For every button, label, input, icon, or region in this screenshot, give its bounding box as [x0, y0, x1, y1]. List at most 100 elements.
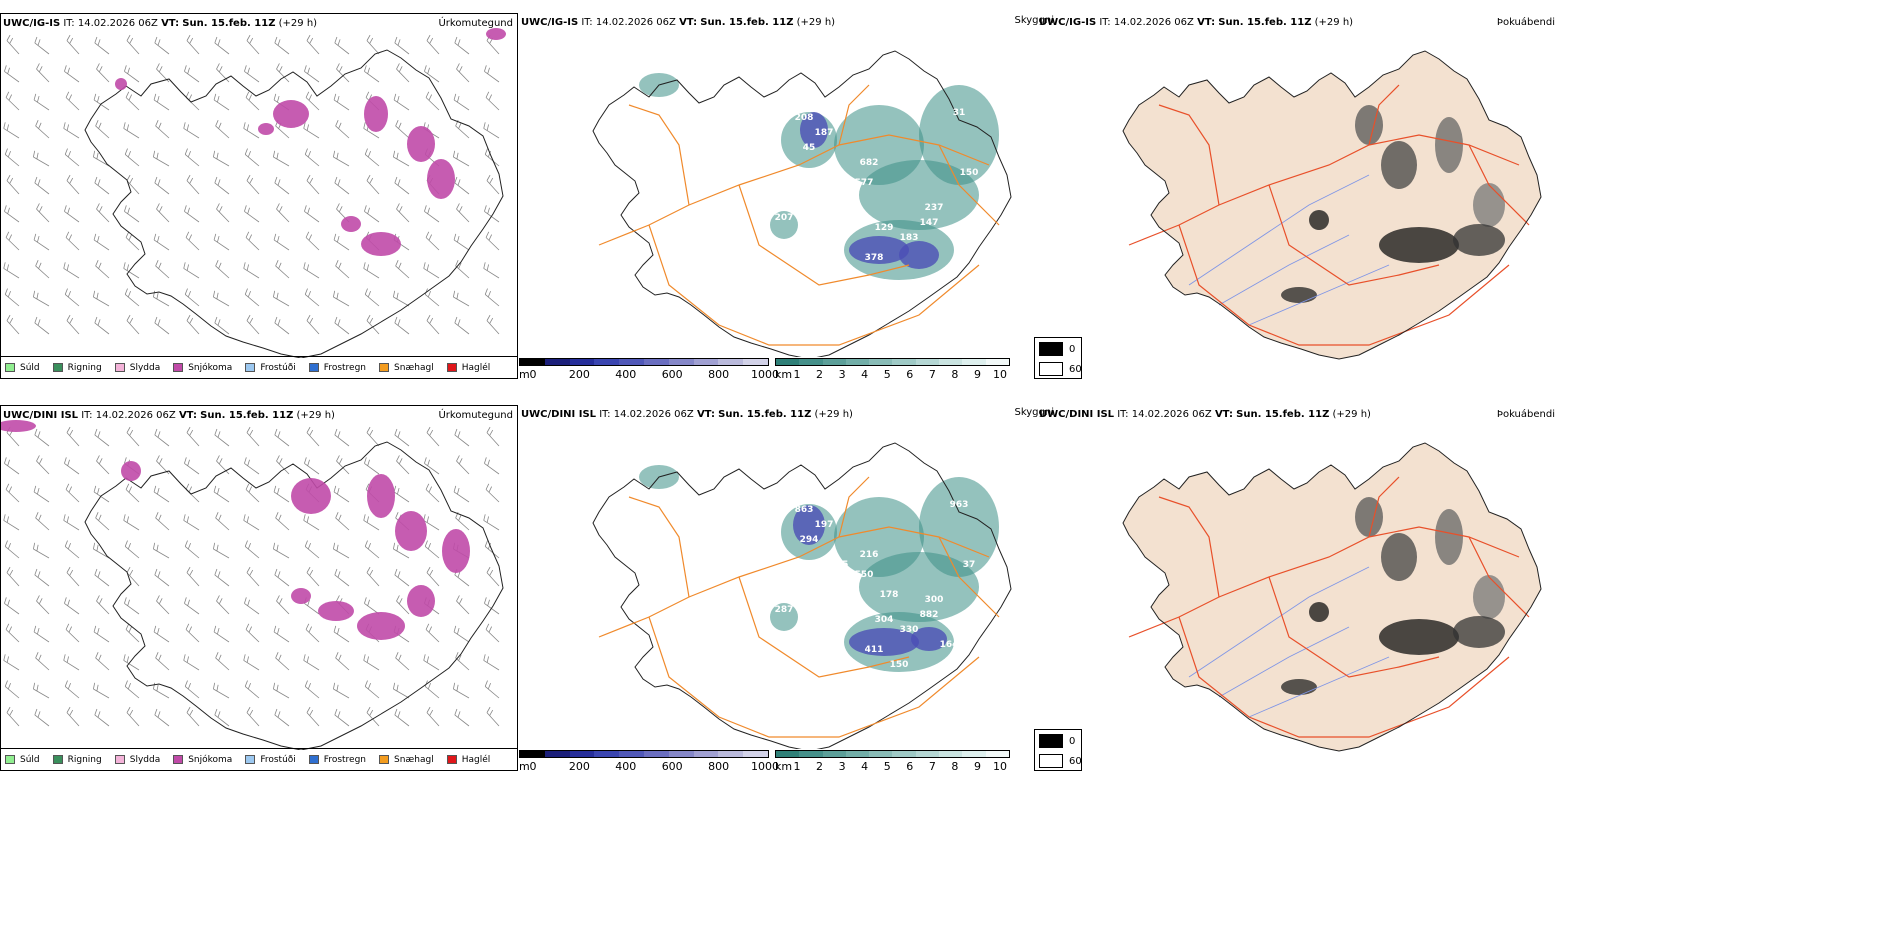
- visibility-value-label: 187: [815, 128, 834, 138]
- legend-label: Slydda: [129, 754, 161, 765]
- legend-label: Frostúði: [260, 754, 296, 765]
- snow-areas-bottom: [1, 420, 470, 640]
- colorbar-segment: [693, 359, 719, 365]
- scale-unit: m: [519, 368, 530, 381]
- legend-item: Súld: [5, 363, 40, 373]
- visibility-value-label: 147: [920, 218, 939, 228]
- visibility-value-label: 863: [795, 505, 814, 515]
- scale-tick: 10: [993, 368, 1007, 381]
- panel-category: Skyggni: [1014, 15, 1054, 26]
- colorbar-segment: [569, 359, 595, 365]
- panel-header: UWC/IG-IS IT: 14.02.2026 06Z VT: Sun. 15…: [521, 17, 836, 28]
- scale-tick: 7: [928, 760, 936, 773]
- legend-label: Haglél: [461, 754, 491, 765]
- scale-tick: 600: [661, 368, 683, 381]
- visibility-value-label: 299: [900, 78, 919, 88]
- legend-swatch: [1039, 362, 1063, 376]
- precip-type-legend: Súld Rigning Slydda Snjókoma Frostúði Frostre…: [1, 748, 517, 770]
- visibility-map-bottom: 504 197 963 863 294 935 216 550 37 287 231 304 33088…: [592, 442, 1012, 749]
- visibility-value-label: 164: [940, 640, 959, 650]
- legend-label: 60: [1069, 755, 1082, 767]
- visibility-value-label: 18: [823, 103, 836, 113]
- fog-legend-item: 60: [1039, 362, 1082, 376]
- legend-swatch: [114, 755, 125, 764]
- visibility-value-label: 129: [875, 223, 894, 233]
- fog-legend-item: 0: [1039, 342, 1075, 356]
- colorbar-segment: [668, 359, 694, 365]
- panel-category: Úrkomutegund: [438, 410, 513, 421]
- scale-tick: 1000: [751, 368, 779, 381]
- colorbar-segment: [544, 359, 570, 365]
- legend-label: Frostúði: [260, 362, 296, 373]
- legend-label: Rigning: [67, 754, 102, 765]
- scale-tick: 400: [615, 760, 637, 773]
- precip-map-bottom: [1, 420, 504, 750]
- scale-tick: 1: [793, 368, 801, 381]
- colorbar-segment: [939, 359, 963, 365]
- visibility-value-label: 207: [775, 213, 794, 223]
- legend-item: Haglél: [446, 362, 491, 373]
- scale-tick: 600: [661, 760, 683, 773]
- colorbar-segment: [594, 359, 620, 365]
- legend-swatch: [52, 363, 63, 372]
- legend-item: Snjókoma: [173, 363, 232, 373]
- visibility-panel-top: 299 187 31 208 45 18 682 577 150 207 170 129 183 147 2…: [519, 13, 1054, 381]
- legend-swatch: [1039, 342, 1063, 356]
- scale-tick: 8: [951, 760, 959, 773]
- legend-swatch: [1039, 734, 1063, 748]
- colorbar-segment: [569, 751, 595, 757]
- legend-label: Snjókoma: [188, 362, 233, 373]
- visibility-value-label: 150: [960, 168, 979, 178]
- colorbar-segment: [822, 751, 846, 757]
- panel-category: Úrkomutegund: [438, 18, 513, 29]
- scale-tick: 6: [906, 368, 914, 381]
- legend-label: Snæhagl: [394, 362, 434, 373]
- panel-header: UWC/DINI ISL IT: 14.02.2026 06Z VT: Sun.…: [3, 410, 335, 421]
- legend-item: Snæhagl: [379, 363, 434, 373]
- legend-label: 0: [1069, 735, 1076, 747]
- visibility-value-label: 330: [900, 625, 919, 635]
- colorbar-segment: [892, 751, 916, 757]
- precip-panel-bottom: UWC/DINI ISL IT: 14.02.2026 06Z VT: Sun.…: [0, 405, 518, 771]
- colorbar-segment: [743, 751, 768, 757]
- colorbar-segment: [693, 751, 719, 757]
- scale-tick: 0: [529, 760, 537, 773]
- fog-legend: 0 60: [1034, 337, 1082, 379]
- colorbar-segment: [776, 751, 800, 757]
- legend-label: Frostregn: [323, 362, 367, 373]
- scale-unit: km: [775, 760, 793, 773]
- visibility-value-label: 504: [900, 470, 919, 480]
- colorbar-segment: [594, 751, 620, 757]
- colorbar-segment: [822, 359, 846, 365]
- iceland-outline: [84, 49, 504, 358]
- legend-item: Frostúði: [245, 362, 296, 373]
- legend-item: Rigning: [52, 754, 102, 765]
- legend-swatch: [308, 363, 319, 372]
- scale-tick: 800: [708, 368, 730, 381]
- scale-tick: 8: [951, 368, 959, 381]
- scale-tick: 5: [883, 368, 891, 381]
- fog-legend-item: 0: [1039, 734, 1075, 748]
- legend-item: Súld: [5, 755, 40, 765]
- panel-header: UWC/IG-IS IT: 14.02.2026 06Z VT: Sun. 15…: [3, 18, 318, 29]
- wind-barbs-top: [3, 34, 500, 335]
- panel-header: UWC/IG-IS IT: 14.02.2026 06Z VT: Sun. 15…: [1039, 17, 1354, 28]
- colorbar-segment: [743, 359, 768, 365]
- fog-legend: 0 60: [1034, 729, 1082, 771]
- legend-swatch: [379, 363, 390, 372]
- panel-category: Skyggni: [1014, 407, 1054, 418]
- panel-category: Þokuábendi: [1496, 17, 1555, 28]
- legend-item: Slydda: [114, 754, 161, 765]
- legend-swatch: [245, 755, 256, 764]
- visibility-value-label: 150: [890, 660, 909, 670]
- wind-barbs-bottom: [3, 426, 500, 727]
- legend-swatch: [245, 363, 256, 372]
- legend-swatch: [5, 755, 15, 764]
- panel-header: UWC/DINI ISL IT: 14.02.2026 06Z VT: Sun.…: [521, 409, 853, 420]
- scale-tick: 4: [861, 760, 869, 773]
- visibility-value-label: 170: [830, 228, 849, 238]
- legend-label: Rigning: [67, 362, 102, 373]
- scale-tick: 3: [838, 760, 846, 773]
- legend-label: Haglél: [461, 362, 491, 373]
